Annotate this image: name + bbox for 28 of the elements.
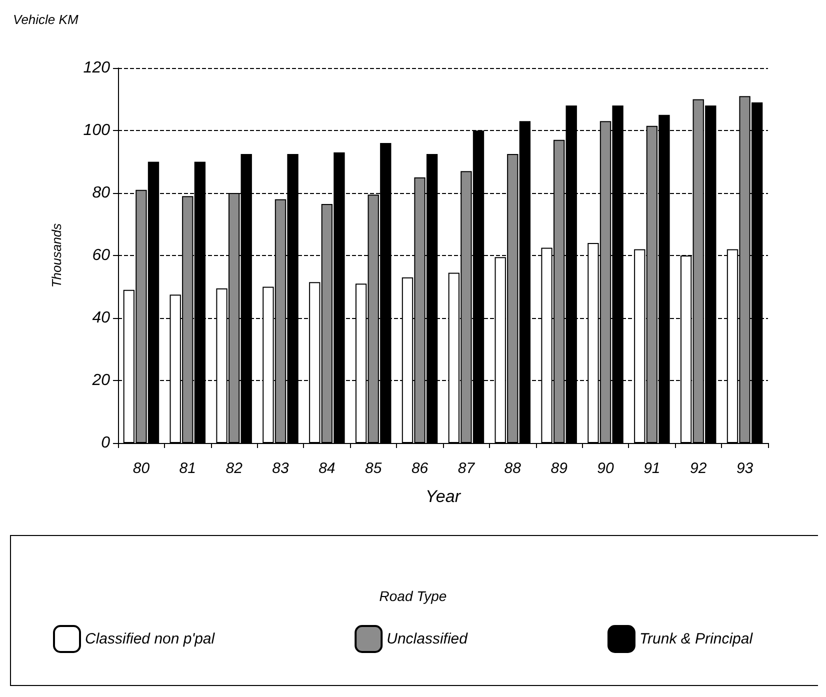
x-tick-label: 86 — [411, 460, 429, 477]
x-tick-label: 85 — [365, 460, 382, 477]
x-tick-label: 82 — [226, 460, 244, 477]
y-tick-label: 120 — [83, 60, 110, 76]
x-tick-label: 89 — [550, 460, 568, 477]
x-tick-label: 93 — [736, 460, 754, 477]
x-tick-label: 81 — [179, 460, 196, 477]
y-tick-label: 20 — [91, 372, 110, 389]
y-axis-title: Thousands — [49, 222, 64, 288]
y-tick-label: 40 — [92, 310, 110, 326]
legend-label: Unclassified — [386, 630, 468, 648]
legend-label: Trunk & Principal — [639, 630, 754, 648]
x-tick-label: 90 — [597, 460, 614, 477]
y-tick-label: 100 — [83, 122, 110, 139]
x-tick-label: 84 — [318, 460, 336, 477]
legend-label: Classified non p'pal — [85, 630, 216, 648]
x-tick-label: 80 — [132, 460, 150, 477]
y-tick-label: 0 — [101, 434, 110, 452]
x-tick-label: 91 — [644, 460, 660, 477]
x-axis-title: Year — [426, 487, 462, 506]
legend-title: Road Type — [379, 588, 447, 604]
x-tick-label: 88 — [504, 460, 522, 477]
x-tick-label: 83 — [272, 460, 290, 477]
y-tick-label: 60 — [92, 247, 110, 264]
x-tick-label: 87 — [458, 460, 476, 477]
x-tick-label: 92 — [690, 460, 708, 477]
chart-title: Vehicle KM — [13, 12, 78, 27]
y-tick-label: 80 — [92, 184, 110, 202]
